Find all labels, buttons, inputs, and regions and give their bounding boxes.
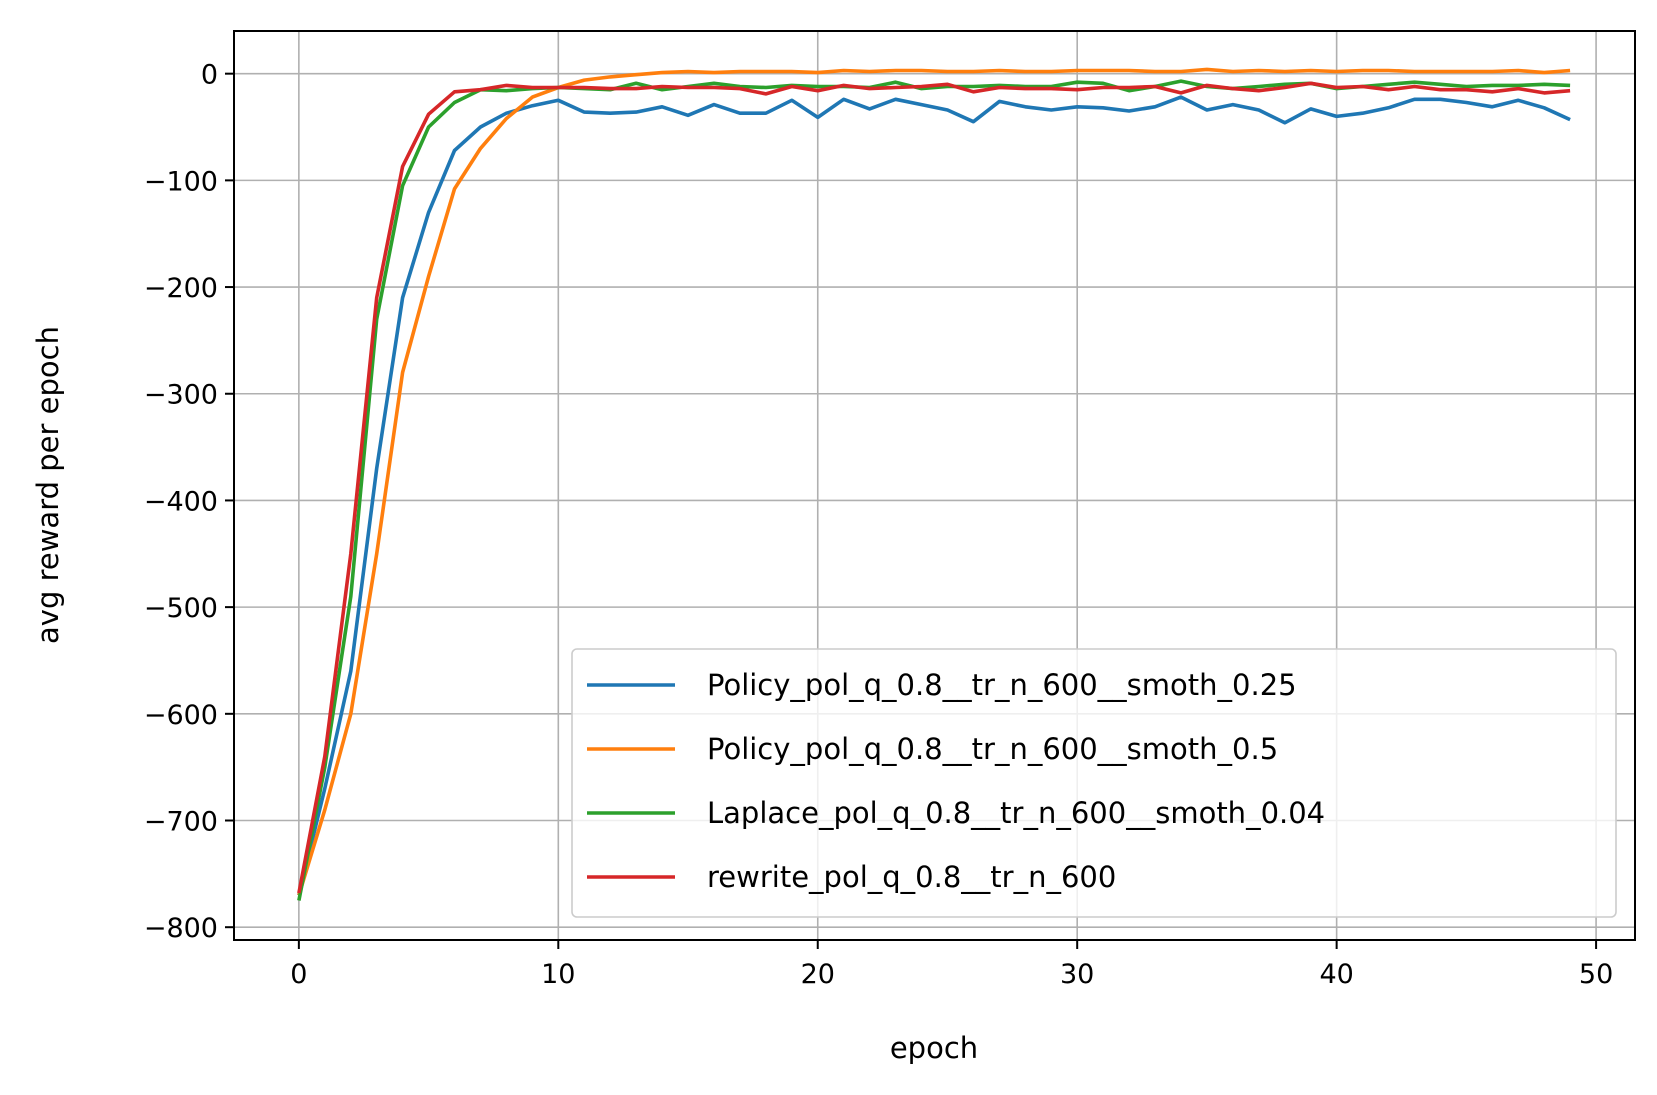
legend-label-2: Policy_pol_q_0.8__tr_n_600__smoth_0.5 xyxy=(707,732,1278,766)
series-line-1 xyxy=(297,95,1571,896)
y-tick-label: −700 xyxy=(144,807,218,838)
y-tick-label: −200 xyxy=(144,273,218,304)
legend-label-3: Laplace_pol_q_0.8__tr_n_600__smoth_0.04 xyxy=(707,796,1325,830)
ticks: 0 10 20 30 40 50 0 −100 −200 −300 −400 −500 −600 −700… xyxy=(144,60,1613,990)
grid xyxy=(234,31,1635,940)
x-tick-label: 50 xyxy=(1579,959,1613,990)
legend-label-1: Policy_pol_q_0.8__tr_n_600__smoth_0.25 xyxy=(707,668,1297,702)
y-tick-label: −800 xyxy=(144,913,218,944)
y-axis-label: avg reward per epoch xyxy=(31,326,65,644)
legend-label-4: rewrite_pol_q_0.8__tr_n_600 xyxy=(707,860,1116,894)
x-tick-label: 0 xyxy=(290,959,307,990)
legend-box xyxy=(571,648,1617,918)
series-line-2 xyxy=(297,67,1571,896)
y-tick-label: 0 xyxy=(201,60,218,91)
plot-frame xyxy=(233,30,1636,941)
y-tick-label: −500 xyxy=(144,593,218,624)
x-tick-label: 10 xyxy=(541,959,575,990)
y-tick-label: −600 xyxy=(144,700,218,731)
series-line-4 xyxy=(297,81,1571,894)
x-tick-label: 30 xyxy=(1060,959,1094,990)
x-axis-label: epoch xyxy=(890,1031,978,1065)
x-tick-label: 40 xyxy=(1319,959,1353,990)
x-tick-label: 20 xyxy=(801,959,835,990)
y-tick-label: −400 xyxy=(144,486,218,517)
y-tick-label: −100 xyxy=(144,166,218,197)
legend: Policy_pol_q_0.8__tr_n_600__smoth_0.25 Po… xyxy=(571,648,1617,918)
series-layer xyxy=(297,67,1571,901)
y-tick-label: −300 xyxy=(144,380,218,411)
